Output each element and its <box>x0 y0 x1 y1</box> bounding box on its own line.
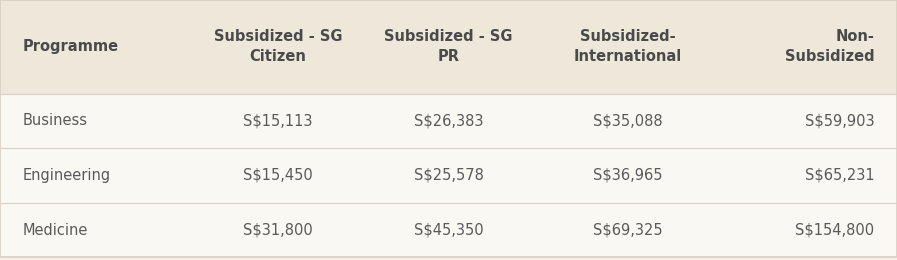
Text: S$36,965: S$36,965 <box>593 168 663 183</box>
Text: S$69,325: S$69,325 <box>593 223 663 238</box>
Text: S$15,450: S$15,450 <box>243 168 313 183</box>
Text: Engineering: Engineering <box>22 168 110 183</box>
Text: S$45,350: S$45,350 <box>414 223 483 238</box>
Text: S$26,383: S$26,383 <box>414 113 483 128</box>
Text: S$35,088: S$35,088 <box>593 113 663 128</box>
Bar <box>0 94 897 148</box>
Text: S$65,231: S$65,231 <box>805 168 875 183</box>
Bar <box>0 203 897 257</box>
Bar <box>0 148 897 203</box>
Text: Non-
Subsidized: Non- Subsidized <box>785 29 875 64</box>
Text: Business: Business <box>22 113 87 128</box>
Text: S$59,903: S$59,903 <box>805 113 875 128</box>
Text: Subsidized - SG
PR: Subsidized - SG PR <box>384 29 513 64</box>
Text: Subsidized - SG
Citizen: Subsidized - SG Citizen <box>213 29 343 64</box>
Text: Medicine: Medicine <box>22 223 88 238</box>
Text: S$25,578: S$25,578 <box>414 168 483 183</box>
Text: Subsidized-
International: Subsidized- International <box>574 29 682 64</box>
Text: S$154,800: S$154,800 <box>796 223 875 238</box>
Text: S$31,800: S$31,800 <box>243 223 313 238</box>
Text: S$15,113: S$15,113 <box>243 113 313 128</box>
Bar <box>0 0 897 94</box>
Text: Programme: Programme <box>22 39 118 54</box>
